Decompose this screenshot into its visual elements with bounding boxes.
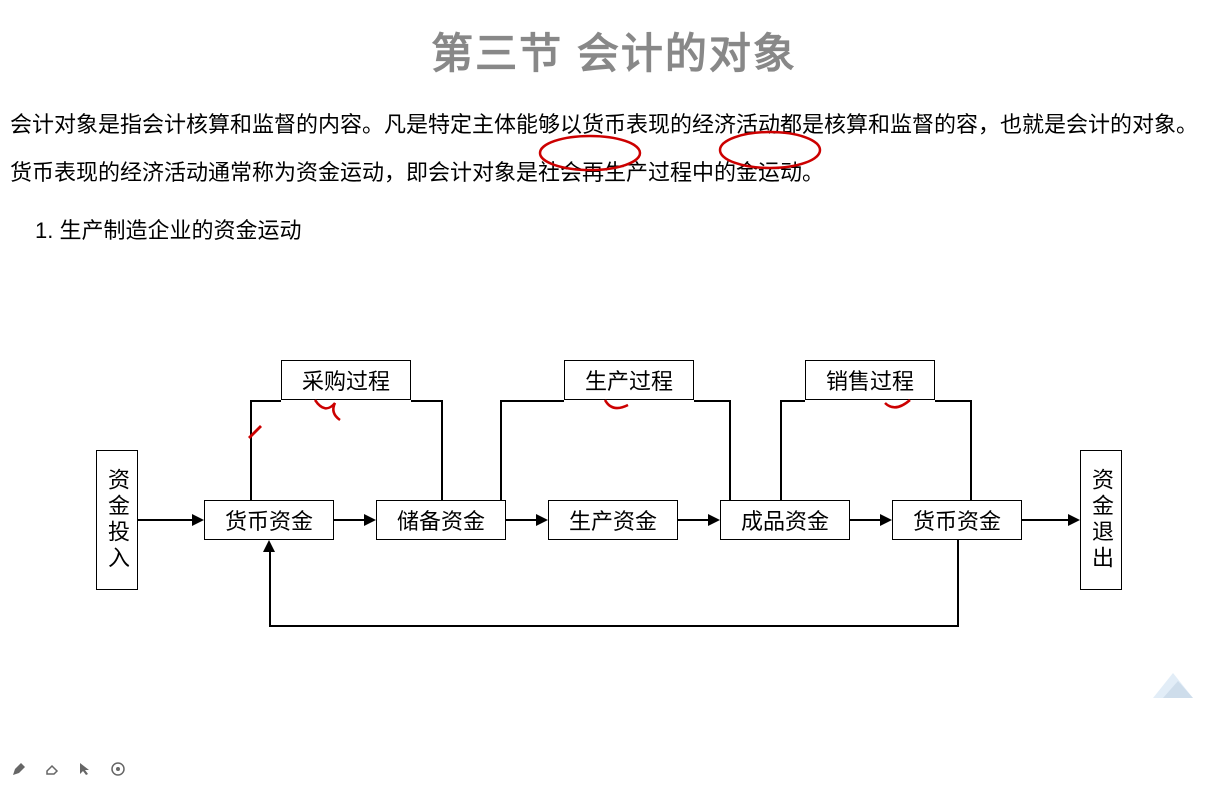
node-money-fund-2: 货币资金 [892, 500, 1022, 540]
cursor-icon[interactable] [76, 760, 94, 778]
node-process-production: 生产过程 [564, 360, 694, 400]
arrow [334, 519, 364, 521]
node-label: 资金投入 [101, 468, 133, 572]
node-process-sales: 销售过程 [805, 360, 935, 400]
node-label: 销售过程 [826, 364, 914, 396]
connector [500, 400, 502, 500]
node-reserve-fund: 储备资金 [376, 500, 506, 540]
eraser-icon[interactable] [43, 760, 61, 778]
connector [411, 400, 442, 402]
arrow-head [880, 514, 892, 526]
arrow [678, 519, 708, 521]
arrow-head [708, 514, 720, 526]
connector [970, 400, 972, 500]
connector [729, 400, 731, 500]
page-title: 第三节 会计的对象 [0, 20, 1228, 81]
connector [935, 400, 971, 402]
arrow [506, 519, 536, 521]
node-label: 货币资金 [225, 504, 313, 536]
arrow [850, 519, 880, 521]
node-label: 生产过程 [585, 364, 673, 396]
node-finished-fund: 成品资金 [720, 500, 850, 540]
feedback [269, 625, 959, 627]
arrow-head [536, 514, 548, 526]
arrow [138, 519, 192, 521]
pen-cursor-icon [245, 422, 265, 442]
body-paragraph: 会计对象是指会计核算和监督的内容。凡是特定主体能够以货币表现的经济活动都是核算和… [0, 101, 1228, 198]
section-subtitle: 1. 生产制造企业的资金运动 [35, 213, 1228, 245]
node-label: 资金退出 [1085, 468, 1117, 572]
node-production-fund: 生产资金 [548, 500, 678, 540]
feedback [269, 552, 271, 626]
target-icon[interactable] [109, 760, 127, 778]
connector [250, 400, 252, 500]
connector [780, 400, 805, 402]
feedback-arrow-head [263, 540, 275, 552]
flowchart: 资金投入 资金退出 采购过程 生产过程 销售过程 货币资金 储备资金 生产资金 … [0, 340, 1228, 690]
node-process-purchase: 采购过程 [281, 360, 411, 400]
connector [694, 400, 730, 402]
node-label: 成品资金 [741, 504, 829, 536]
node-label: 储备资金 [397, 504, 485, 536]
arrow-head [192, 514, 204, 526]
node-input: 资金投入 [96, 450, 138, 590]
node-label: 生产资金 [569, 504, 657, 536]
arrow [1022, 519, 1068, 521]
watermark-icon [1148, 663, 1198, 703]
pen-icon[interactable] [10, 760, 28, 778]
connector [250, 400, 281, 402]
node-money-fund-1: 货币资金 [204, 500, 334, 540]
arrow-head [1068, 514, 1080, 526]
toolbar [10, 760, 127, 778]
connector [441, 400, 443, 500]
node-output: 资金退出 [1080, 450, 1122, 590]
arrow-head [364, 514, 376, 526]
node-label: 货币资金 [913, 504, 1001, 536]
connector [780, 400, 782, 500]
connector [500, 400, 564, 402]
feedback [957, 540, 959, 625]
node-label: 采购过程 [302, 364, 390, 396]
